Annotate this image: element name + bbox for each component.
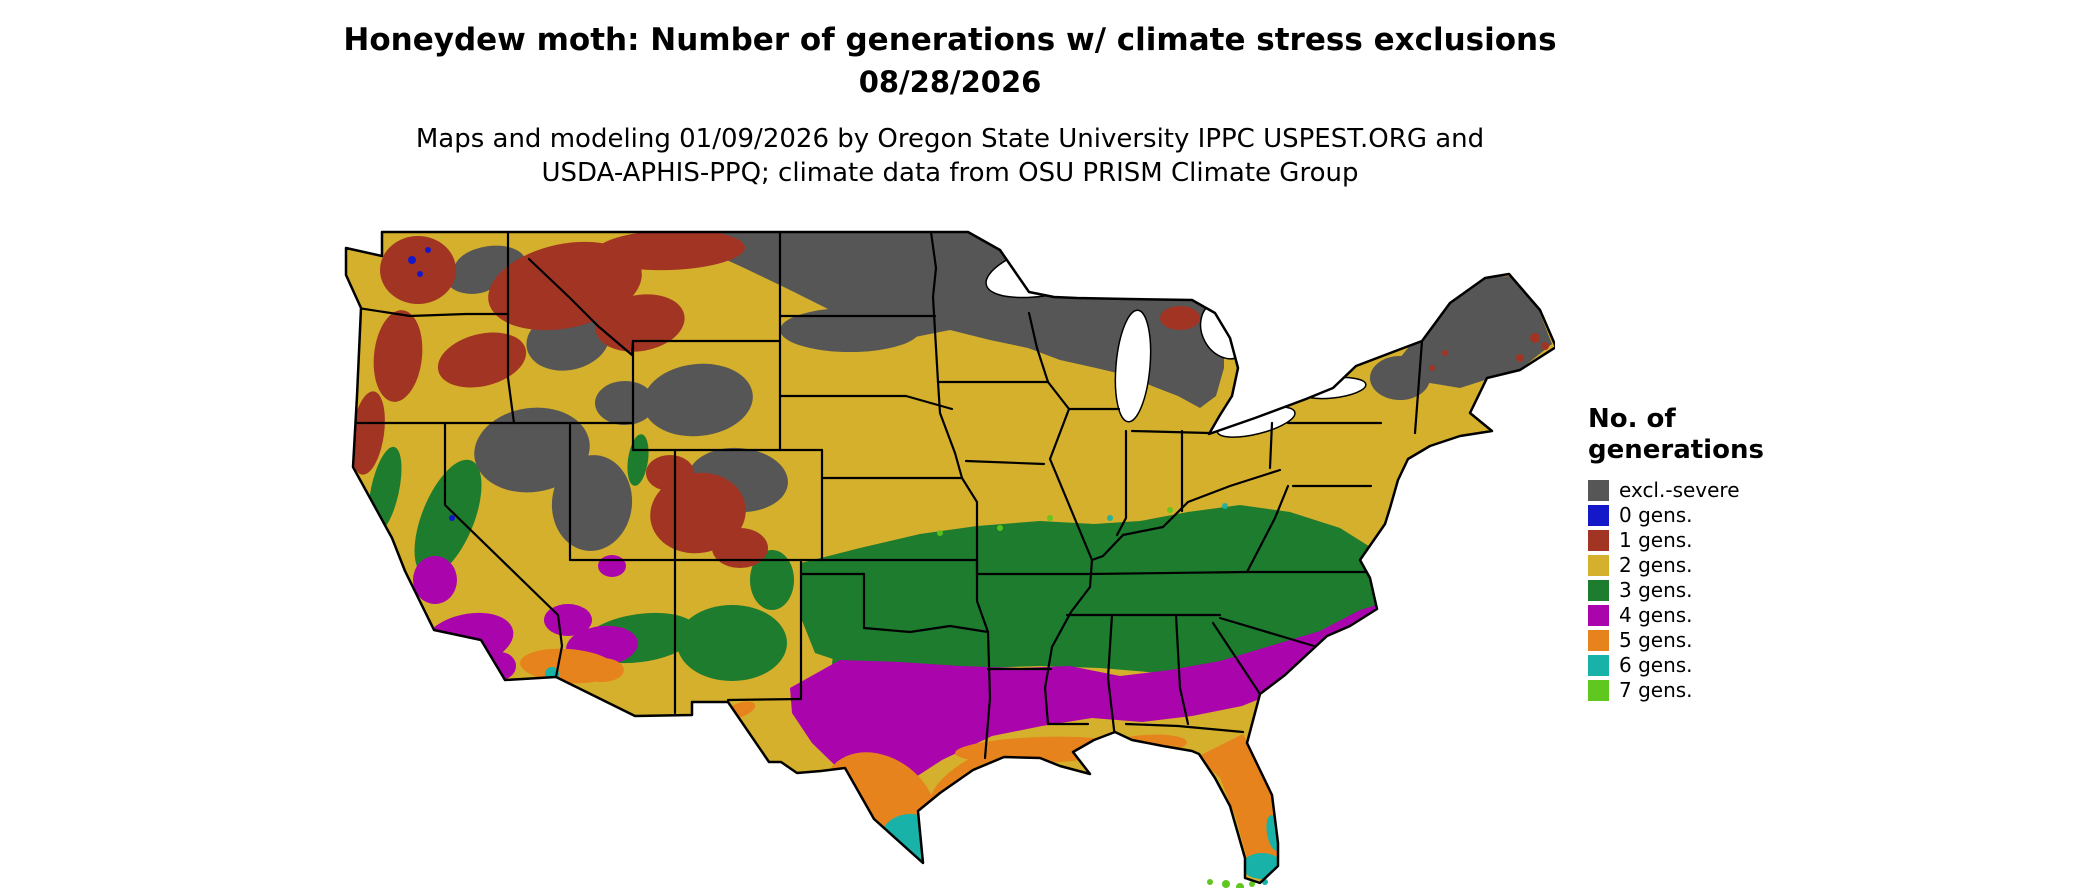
header: Honeydew moth: Number of generations w/ … bbox=[0, 20, 1900, 190]
legend-label: 7 gens. bbox=[1619, 678, 1693, 702]
legend-label: 6 gens. bbox=[1619, 653, 1693, 677]
us-generations-map bbox=[340, 218, 1558, 891]
legend-swatch bbox=[1588, 605, 1609, 626]
credits: Maps and modeling 01/09/2026 by Oregon S… bbox=[0, 122, 1900, 190]
legend-swatch bbox=[1588, 505, 1609, 526]
state-borders bbox=[346, 232, 1424, 760]
legend-label: 1 gens. bbox=[1619, 528, 1693, 552]
legend-swatch bbox=[1588, 555, 1609, 576]
legend-item: 7 gens. bbox=[1588, 678, 1848, 703]
legend-label: 2 gens. bbox=[1619, 553, 1693, 577]
legend-label: excl.-severe bbox=[1619, 478, 1740, 502]
map-region-0gens bbox=[408, 247, 455, 521]
us-outline bbox=[344, 230, 1558, 885]
legend-swatch bbox=[1588, 580, 1609, 601]
map-date: 08/28/2026 bbox=[858, 65, 1042, 99]
credit-line-1: Maps and modeling 01/09/2026 by Oregon S… bbox=[415, 124, 1485, 154]
legend-item: 5 gens. bbox=[1588, 628, 1848, 653]
legend-title: No. of generations bbox=[1588, 404, 1848, 466]
legend: No. of generations excl.-severe 0 gens. … bbox=[1588, 404, 1848, 703]
legend-swatch bbox=[1588, 630, 1609, 651]
legend-item: 4 gens. bbox=[1588, 603, 1848, 628]
legend-item: 6 gens. bbox=[1588, 653, 1848, 678]
legend-swatch bbox=[1588, 480, 1609, 501]
legend-item: 2 gens. bbox=[1588, 553, 1848, 578]
legend-item: 1 gens. bbox=[1588, 528, 1848, 553]
page-title: Honeydew moth: Number of generations w/ … bbox=[343, 22, 1557, 58]
map-svg bbox=[344, 230, 1558, 891]
legend-items: excl.-severe 0 gens. 1 gens. 2 gens. 3 g… bbox=[1588, 478, 1848, 703]
legend-label: 3 gens. bbox=[1619, 578, 1693, 602]
credit-line-2: USDA-APHIS-PPQ; climate data from OSU PR… bbox=[541, 158, 1359, 188]
legend-label: 0 gens. bbox=[1619, 503, 1693, 527]
legend-item: 3 gens. bbox=[1588, 578, 1848, 603]
map-region-excl-severe bbox=[446, 232, 1552, 551]
legend-item: 0 gens. bbox=[1588, 503, 1848, 528]
legend-swatch bbox=[1588, 680, 1609, 701]
legend-title-line-2: generations bbox=[1588, 435, 1764, 465]
map-speckles bbox=[937, 503, 1228, 536]
legend-item: excl.-severe bbox=[1588, 478, 1848, 503]
legend-label: 4 gens. bbox=[1619, 603, 1693, 627]
lake-michigan bbox=[1114, 309, 1152, 423]
legend-swatch bbox=[1588, 655, 1609, 676]
legend-swatch bbox=[1588, 530, 1609, 551]
legend-label: 5 gens. bbox=[1619, 628, 1693, 652]
map-region-1gen bbox=[351, 232, 1549, 568]
legend-title-line-1: No. of bbox=[1588, 404, 1676, 434]
